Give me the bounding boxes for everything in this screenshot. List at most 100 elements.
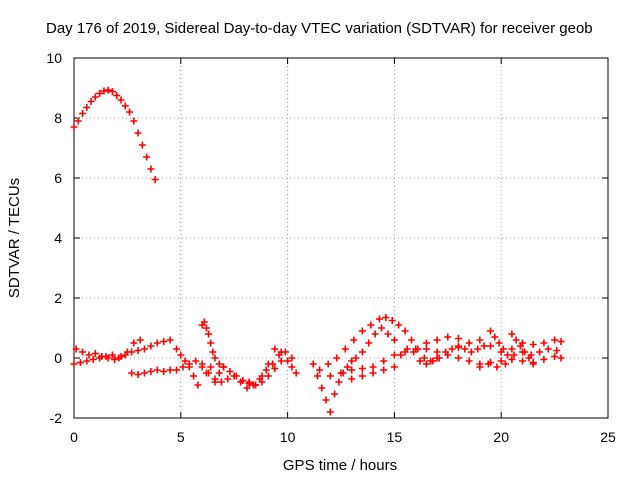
data-point: [160, 368, 168, 375]
data-point: [551, 353, 559, 360]
x-tick-labels: 0 5 10 15 20 25: [70, 429, 616, 445]
data-point: [309, 360, 317, 368]
data-point: [292, 369, 300, 377]
data-point: [104, 354, 112, 362]
data-point: [322, 396, 330, 404]
series-sat-e: [173, 345, 228, 389]
data-point: [198, 363, 206, 371]
data-point: [429, 357, 437, 365]
data-point: [324, 360, 332, 368]
data-point: [390, 336, 398, 344]
y-tick-label: 0: [54, 350, 62, 366]
data-point: [467, 348, 475, 356]
series-sat-p: [487, 327, 537, 368]
data-point: [476, 336, 484, 344]
data-point: [96, 89, 104, 97]
data-point: [352, 354, 360, 362]
data-point: [140, 369, 148, 377]
data-point: [200, 318, 208, 326]
series-sat-b: [70, 336, 174, 368]
data-point: [388, 317, 396, 324]
data-point: [230, 372, 238, 380]
data-point: [258, 372, 266, 380]
data-point: [117, 353, 125, 360]
data-point: [194, 381, 202, 389]
data-point: [348, 375, 356, 383]
data-point: [74, 117, 82, 125]
data-point: [422, 345, 430, 353]
data-point: [337, 369, 345, 377]
x-tick-label: 5: [177, 429, 185, 445]
data-point: [390, 351, 398, 359]
data-point: [314, 372, 322, 380]
data-point: [130, 117, 138, 125]
data-point: [369, 363, 377, 371]
data-point: [516, 342, 524, 350]
data-point: [134, 129, 142, 137]
data-point: [277, 357, 285, 365]
data-point: [220, 363, 228, 371]
data-point: [153, 366, 161, 374]
data-point: [262, 366, 270, 374]
data-point: [557, 338, 565, 345]
data-point: [369, 369, 377, 377]
data-point: [407, 336, 415, 344]
data-point: [237, 378, 245, 386]
data-point: [365, 339, 373, 347]
series-sat-d: [128, 366, 174, 378]
data-point: [121, 102, 129, 110]
data-point: [284, 357, 292, 365]
data-point: [147, 165, 155, 173]
data-point: [136, 336, 144, 344]
series-sat-g: [173, 348, 296, 392]
series-sat-a: [70, 86, 159, 183]
data-point: [140, 345, 148, 353]
data-point: [185, 360, 193, 368]
plot-frame: [73, 57, 609, 419]
data-point: [420, 354, 428, 362]
data-point: [209, 348, 217, 356]
data-point: [87, 98, 95, 105]
data-point: [177, 351, 185, 359]
data-point: [190, 372, 198, 380]
data-point: [448, 345, 456, 353]
data-point: [395, 321, 403, 329]
data-point: [358, 327, 366, 335]
y-tick-label: 6: [54, 170, 62, 186]
data-point: [384, 330, 392, 338]
data-point: [151, 176, 159, 183]
x-tick-label: 15: [387, 429, 403, 445]
series-sat-j: [316, 314, 441, 374]
data-point: [326, 408, 334, 416]
x-tick-label: 0: [70, 429, 78, 445]
data-point: [454, 354, 462, 362]
data-point: [85, 351, 93, 359]
data-point: [91, 350, 99, 357]
data-point: [271, 345, 279, 353]
data-point: [100, 87, 108, 95]
data-point: [111, 356, 119, 363]
data-point: [134, 347, 142, 354]
data-point: [128, 369, 136, 377]
data-point: [181, 357, 189, 365]
data-point: [264, 360, 272, 368]
data-point: [529, 360, 537, 368]
data-point: [540, 339, 548, 347]
chart-title: Day 176 of 2019, Sidereal Day-to-day VTE…: [46, 20, 593, 37]
data-point: [277, 348, 285, 356]
data-point: [557, 354, 565, 362]
data-point: [358, 365, 366, 372]
data-point: [79, 110, 87, 117]
data-point: [316, 366, 324, 374]
data-point: [264, 372, 272, 380]
data-point: [551, 336, 559, 344]
data-point: [173, 345, 181, 353]
data-point: [504, 351, 512, 359]
data-point: [495, 339, 503, 347]
data-point: [465, 339, 473, 347]
data-point: [70, 360, 78, 368]
data-point: [350, 336, 358, 344]
data-point: [333, 354, 341, 362]
data-point: [288, 363, 296, 371]
